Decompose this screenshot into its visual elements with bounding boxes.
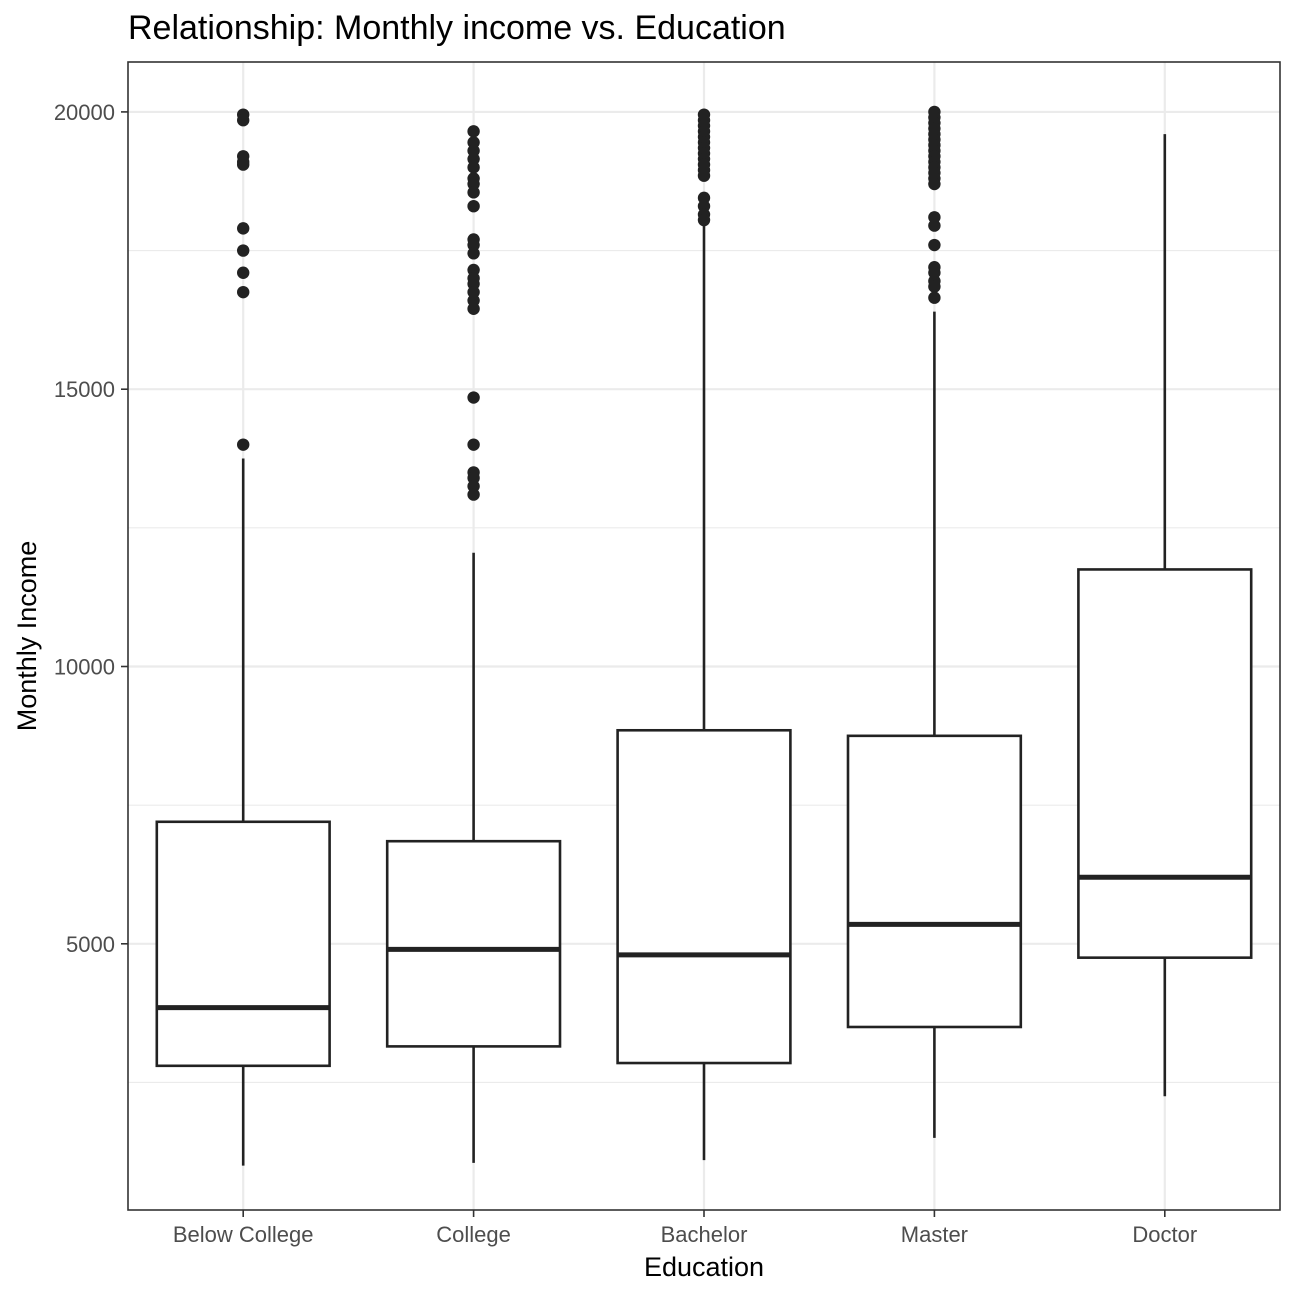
outlier-point [928, 219, 941, 232]
outlier-point [467, 199, 480, 213]
outlier-point [928, 280, 941, 293]
iqr-box [155, 820, 331, 1068]
x-tick-label: Doctor [1132, 1222, 1197, 1247]
iqr-box [1077, 568, 1253, 959]
outlier-point [467, 161, 480, 174]
x-tick-label: Below College [173, 1222, 314, 1247]
outlier-point [697, 169, 711, 182]
box-group [155, 108, 331, 1166]
outlier-point [237, 285, 250, 299]
chart-title: Relationship: Monthly income vs. Educati… [128, 9, 786, 47]
outlier-point [467, 488, 480, 501]
x-tick-label: Master [901, 1222, 968, 1247]
axes: 5000 10000 15000 20000 Below College College B… [54, 100, 1197, 1247]
box-group [616, 108, 792, 1161]
outlier-point [467, 247, 480, 260]
outlier-point [237, 244, 250, 257]
outlier-point [237, 222, 250, 235]
outlier-point [928, 238, 941, 252]
box-group [385, 125, 562, 1163]
outlier-point [237, 114, 250, 127]
outlier-point [697, 213, 711, 227]
iqr-box [385, 839, 562, 1048]
x-tick-label: College [436, 1222, 511, 1247]
y-axis-title: Monthly Income [12, 541, 42, 732]
iqr-box [846, 734, 1023, 1029]
outlier-point [928, 291, 941, 304]
y-tick-label: 15000 [54, 377, 115, 402]
y-tick-label: 5000 [66, 932, 115, 957]
outlier-point [467, 125, 480, 138]
box-group [846, 105, 1023, 1138]
outlier-point [237, 266, 250, 279]
y-tick-label: 10000 [54, 655, 115, 680]
outlier-point [237, 438, 250, 451]
x-axis-title: Education [644, 1252, 764, 1282]
x-tick-label: Bachelor [661, 1222, 748, 1247]
y-tick-label: 20000 [54, 100, 115, 125]
outlier-point [928, 177, 941, 191]
box-layer [155, 105, 1253, 1166]
outlier-point [467, 438, 480, 451]
outlier-point [467, 186, 480, 199]
outlier-point [467, 391, 480, 404]
iqr-box [616, 728, 792, 1065]
outlier-point [237, 158, 250, 171]
box-group [1077, 134, 1253, 1097]
outlier-point [467, 302, 480, 315]
